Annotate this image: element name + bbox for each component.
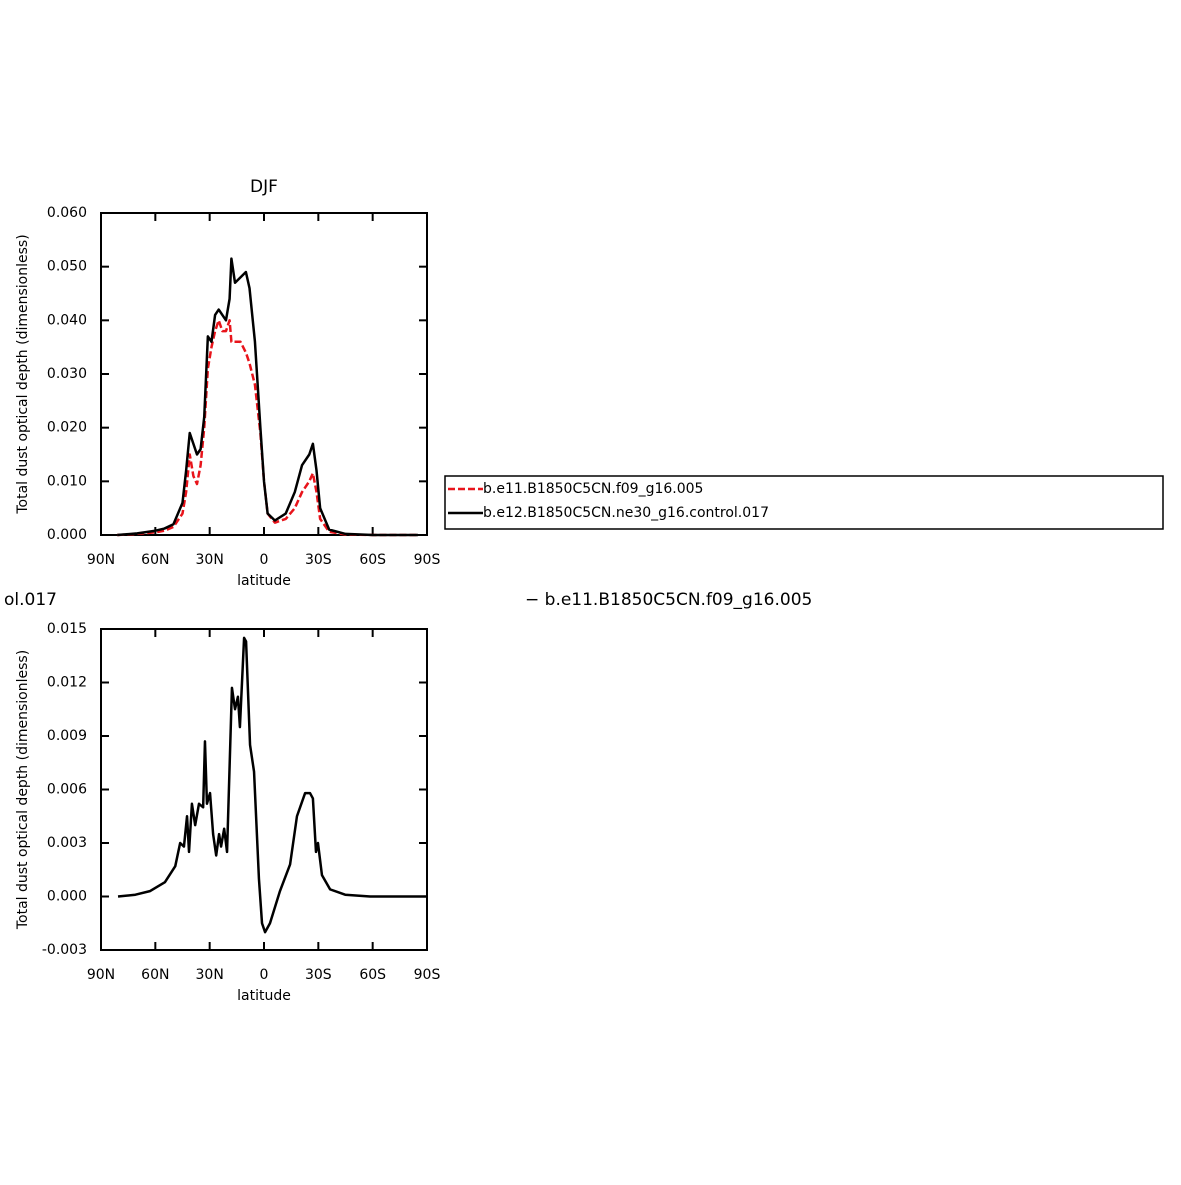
x-tick-label: 90S bbox=[414, 552, 441, 568]
y-tick-label: 0.060 bbox=[47, 205, 87, 221]
y-tick-label: 0.010 bbox=[47, 473, 87, 489]
legend-label: b.e12.B1850C5CN.ne30_g16.control.017 bbox=[483, 505, 769, 521]
y-tick-label: 0.040 bbox=[47, 312, 87, 328]
x-tick-label: 30N bbox=[196, 967, 224, 983]
y-tick-label: 0.006 bbox=[47, 782, 87, 798]
x-tick-label: 90N bbox=[87, 967, 115, 983]
x-tick-label: 0 bbox=[260, 552, 269, 568]
x-tick-label: 90N bbox=[87, 552, 115, 568]
y-tick-label: 0.020 bbox=[47, 420, 87, 436]
y-tick-label: 0.012 bbox=[47, 675, 87, 691]
chart-title: DJF bbox=[250, 177, 278, 197]
y-tick-label: -0.003 bbox=[42, 942, 87, 958]
x-tick-label: 30N bbox=[196, 552, 224, 568]
y-tick-label: 0.003 bbox=[47, 835, 87, 851]
y-tick-label: 0.000 bbox=[47, 527, 87, 543]
data-line bbox=[117, 636, 427, 934]
y-tick-label: 0.030 bbox=[47, 366, 87, 382]
legend-label: b.e11.B1850C5CN.f09_g16.005 bbox=[483, 481, 703, 497]
x-axis-label: latitude bbox=[237, 988, 291, 1004]
x-tick-label: 60N bbox=[141, 552, 169, 568]
y-tick-label: 0.009 bbox=[47, 728, 87, 744]
plot-frame bbox=[100, 628, 428, 951]
y-axis-label: Total dust optical depth (dimensionless) bbox=[15, 650, 31, 930]
x-tick-label: 30S bbox=[305, 967, 332, 983]
y-tick-label: 0.015 bbox=[47, 621, 87, 637]
data-line bbox=[117, 319, 418, 537]
x-axis-label: latitude bbox=[237, 573, 291, 589]
x-tick-label: 60S bbox=[359, 967, 386, 983]
x-tick-label: 60S bbox=[359, 552, 386, 568]
chart-title: − b.e11.B1850C5CN.f09_g16.005 bbox=[525, 590, 812, 610]
x-tick-label: 60N bbox=[141, 967, 169, 983]
chart-title: ol.017 bbox=[4, 590, 57, 610]
y-axis-label: Total dust optical depth (dimensionless) bbox=[15, 234, 31, 514]
data-line bbox=[117, 257, 418, 537]
x-tick-label: 90S bbox=[414, 967, 441, 983]
y-tick-label: 0.000 bbox=[47, 889, 87, 905]
y-tick-label: 0.050 bbox=[47, 259, 87, 275]
x-tick-label: 0 bbox=[260, 967, 269, 983]
x-tick-label: 30S bbox=[305, 552, 332, 568]
legend-box bbox=[444, 475, 1164, 530]
